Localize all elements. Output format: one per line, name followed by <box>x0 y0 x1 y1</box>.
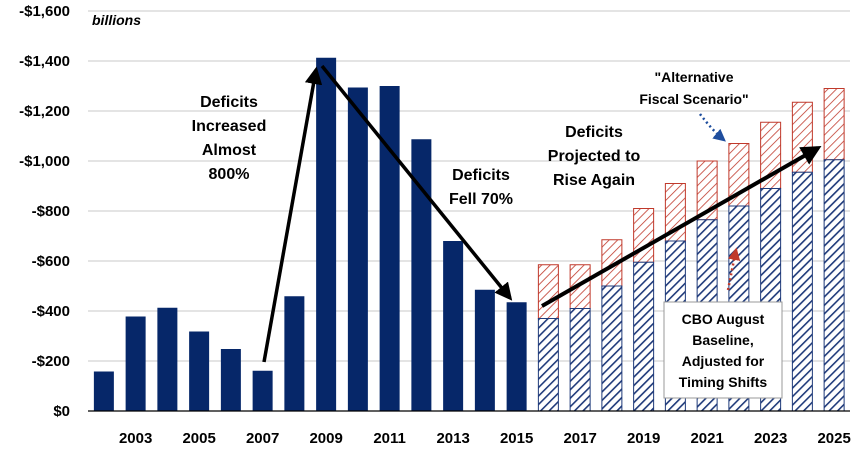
y-tick-label: -$400 <box>32 303 70 320</box>
annotation-line: Fiscal Scenario" <box>639 91 748 107</box>
bar-actual <box>347 87 368 411</box>
x-tick-label: 2021 <box>690 430 723 447</box>
increase-arrow <box>262 66 323 363</box>
annotation-increase: Deficits Increased Almost 800% <box>192 94 267 183</box>
annotation-line: Adjusted for <box>682 353 765 369</box>
annotation-line: Timing Shifts <box>679 374 768 390</box>
x-tick-label: 2011 <box>373 430 406 447</box>
bar-actual <box>474 289 495 411</box>
y-tick-label: -$1,200 <box>19 103 70 120</box>
bar-alternative <box>823 88 845 161</box>
annotation-line: Deficits <box>565 124 623 141</box>
x-tick-label: 2007 <box>246 430 279 447</box>
annotation-line: "Alternative <box>655 69 734 85</box>
bar-baseline <box>823 159 845 412</box>
y-tick-label: -$1,400 <box>19 53 70 70</box>
annotation-line: CBO August <box>682 311 765 327</box>
annotation-fell: Deficits Fell 70% <box>449 167 513 208</box>
annotation-rise: Deficits Projected to Rise Again <box>548 124 641 189</box>
y-tick-label: -$200 <box>32 353 70 370</box>
alt-scenario-callout-arrow <box>699 113 726 142</box>
bar-baseline <box>569 308 591 412</box>
bar-actual <box>379 86 400 411</box>
bars <box>93 57 845 412</box>
bar-actual <box>157 307 178 411</box>
bar-actual <box>252 370 273 411</box>
rise-arrow <box>541 146 822 308</box>
annotation-line: Deficits <box>452 167 510 184</box>
x-tick-label: 2017 <box>563 430 596 447</box>
bar-actual <box>125 316 146 411</box>
bar-actual <box>189 331 210 411</box>
x-tick-label: 2025 <box>817 430 850 447</box>
unit-label: billions <box>92 12 141 28</box>
y-tick-label: -$800 <box>32 203 70 220</box>
x-tick-label: 2005 <box>182 430 215 447</box>
annotation-line: Rise Again <box>553 172 635 189</box>
x-tick-label: 2013 <box>436 430 469 447</box>
y-tick-label: $0 <box>53 403 70 420</box>
x-tick-label: 2019 <box>627 430 660 447</box>
fall-arrow <box>320 64 513 301</box>
bar-actual <box>443 241 464 411</box>
x-tick-label: 2003 <box>119 430 152 447</box>
annotation-line: Deficits <box>200 94 258 111</box>
cbo-callout-arrow <box>726 247 741 291</box>
y-tick-label: -$1,000 <box>19 153 70 170</box>
annotation-line: Baseline, <box>692 332 753 348</box>
bar-actual <box>220 349 241 411</box>
gridlines <box>88 10 850 362</box>
annotation-line: Increased <box>192 118 267 135</box>
bar-baseline <box>601 285 623 412</box>
cbo-label-box <box>663 301 783 399</box>
bar-alternative <box>633 208 655 263</box>
x-tick-label: 2023 <box>754 430 787 447</box>
x-axis-labels: 2003 2005 2007 2009 2011 2013 2015 2017 2019 2021… <box>119 430 851 447</box>
y-tick-label: -$600 <box>32 253 70 270</box>
annotation-line: Almost <box>202 142 257 159</box>
x-tick-label: 2009 <box>309 430 342 447</box>
x-tick-label: 2015 <box>500 430 533 447</box>
bar-alternative <box>537 264 559 319</box>
bar-baseline <box>791 171 813 412</box>
bar-actual <box>284 296 305 411</box>
annotation-line: Projected to <box>548 148 641 165</box>
annotation-cbo: CBO August Baseline, Adjusted for Timing… <box>679 311 768 390</box>
bar-baseline <box>537 318 559 412</box>
annotation-alt-scenario: "Alternative Fiscal Scenario" <box>639 69 748 107</box>
annotation-line: 800% <box>209 166 250 183</box>
bar-actual <box>506 302 527 411</box>
y-tick-label: -$1,600 <box>19 3 70 20</box>
bar-baseline <box>633 261 655 412</box>
bar-actual <box>93 371 114 411</box>
bar-actual <box>316 57 337 411</box>
annotation-line: Fell 70% <box>449 191 513 208</box>
y-axis-labels: $0 -$200 -$400 -$600 -$800 -$1,000 -$1,200 -$1,… <box>19 3 70 420</box>
bar-actual <box>411 139 432 411</box>
